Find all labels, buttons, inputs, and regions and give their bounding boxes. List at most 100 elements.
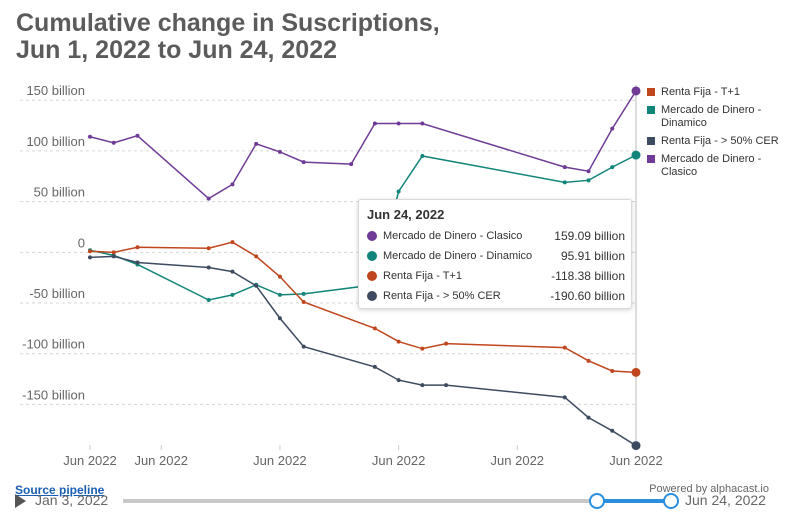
data-point — [230, 269, 235, 274]
tooltip-row: Renta Fija - T+1 -118.38 billion — [359, 266, 631, 286]
data-point — [586, 358, 591, 363]
chart-title: Cumulative change in Suscriptions, Jun 1… — [16, 9, 440, 64]
chart-svg: 150 billion 100 billion 50 billion 0 -50 bil… — [20, 83, 663, 468]
x-tick-label: Jun 2022 — [253, 453, 307, 468]
data-point — [396, 378, 401, 383]
tooltip-value: -190.60 billion — [550, 289, 625, 303]
timeline-slider[interactable]: Jan 3, 2022 Jun 24, 2022 — [15, 490, 785, 512]
data-point-highlight — [631, 150, 641, 160]
y-tick-label: -100 billion — [22, 337, 85, 352]
data-point — [254, 254, 259, 259]
tooltip-row: Mercado de Dinero - Clasico 159.09 billi… — [359, 226, 631, 246]
y-tick-label: 50 billion — [34, 185, 85, 200]
legend-swatch — [647, 137, 655, 145]
data-point — [372, 326, 377, 331]
tooltip-date: Jun 24, 2022 — [367, 207, 445, 222]
timeline-end-label: Jun 24, 2022 — [685, 492, 766, 508]
timeline-start-handle[interactable] — [589, 493, 605, 509]
data-point — [301, 344, 306, 349]
x-tick-label: Jun 2022 — [372, 453, 426, 468]
data-point — [610, 368, 615, 373]
legend: Renta Fija - T+1 Mercado de Dinero - Din… — [647, 86, 787, 184]
data-point — [562, 345, 567, 350]
data-point — [230, 240, 235, 245]
timeline-selected-range — [597, 499, 671, 503]
data-point — [586, 415, 591, 420]
data-point — [301, 291, 306, 296]
data-point — [586, 169, 591, 174]
legend-label: Renta Fija - T+1 — [661, 86, 740, 98]
legend-swatch — [647, 88, 655, 96]
legend-label: Mercado de Dinero - Clasico — [661, 153, 762, 178]
source-pipeline-link[interactable]: Source pipeline — [15, 483, 105, 497]
y-tick-label: -50 billion — [29, 286, 85, 301]
data-point — [230, 182, 235, 187]
data-point — [610, 428, 615, 433]
tooltip-dot — [367, 271, 377, 281]
legend-item-renta-fija-t1[interactable]: Renta Fija - T+1 — [647, 86, 787, 99]
data-point — [610, 165, 615, 170]
timeline-track[interactable] — [123, 499, 671, 503]
tooltip-value: -118.38 billion — [551, 269, 625, 283]
data-point — [88, 134, 92, 139]
data-point — [206, 246, 211, 251]
data-point — [301, 300, 306, 305]
tooltip-dot — [367, 231, 377, 241]
data-point-highlight — [631, 367, 641, 377]
data-point — [586, 178, 591, 183]
tooltip-series-name: Renta Fija - > 50% CER — [383, 290, 501, 302]
data-point — [444, 341, 449, 346]
data-point — [420, 346, 425, 351]
series-line — [89, 90, 637, 200]
data-point — [277, 292, 282, 297]
data-point — [254, 283, 259, 288]
data-point-highlight — [631, 86, 641, 96]
data-point — [277, 149, 282, 154]
tooltip-value: 159.09 billion — [554, 229, 625, 243]
y-tick-label: 150 billion — [26, 83, 85, 98]
data-point — [111, 250, 116, 255]
data-point — [372, 121, 377, 126]
y-tick-label: 0 — [78, 235, 85, 250]
data-point — [301, 160, 306, 165]
data-point — [88, 249, 92, 254]
data-point — [88, 255, 92, 260]
x-tick-label: Jun 2022 — [491, 453, 545, 468]
data-point — [230, 292, 235, 297]
series-line — [89, 241, 637, 374]
series-line — [89, 255, 637, 447]
data-point — [135, 260, 140, 265]
tooltip-series-name: Mercado de Dinero - Clasico — [383, 230, 523, 242]
data-point — [135, 133, 140, 138]
data-point — [254, 141, 259, 146]
x-tick-label: Jun 2022 — [63, 453, 117, 468]
data-point — [396, 121, 401, 126]
data-point — [396, 189, 401, 194]
data-point — [420, 383, 425, 388]
data-point — [277, 316, 282, 321]
tooltip-dot — [367, 251, 377, 261]
y-tick-label: -150 billion — [22, 387, 85, 402]
data-point — [562, 180, 567, 185]
data-point — [206, 196, 211, 201]
timeline-start-label: Jan 3, 2022 — [35, 492, 109, 508]
tooltip-series-name: Mercado de Dinero - Dinamico — [383, 250, 533, 262]
x-tick-label: Jun 2022 — [609, 453, 663, 468]
data-point — [562, 395, 567, 400]
data-point-highlight — [631, 441, 641, 451]
x-tick-label: Jun 2022 — [134, 453, 188, 468]
data-point — [562, 165, 567, 170]
timeline-end-handle[interactable] — [663, 493, 679, 509]
y-tick-label: 100 billion — [26, 134, 85, 149]
legend-item-mercado-clasico[interactable]: Mercado de Dinero - Clasico — [647, 153, 787, 179]
data-point — [444, 383, 449, 388]
data-point — [396, 339, 401, 344]
tooltip-row: Renta Fija - > 50% CER -190.60 billion — [359, 286, 631, 306]
data-point — [372, 364, 377, 369]
data-point — [610, 126, 615, 131]
legend-item-mercado-dinamico[interactable]: Mercado de Dinero - Dinamico — [647, 104, 787, 130]
tooltip: Jun 24, 2022 Mercado de Dinero - Clasico… — [358, 199, 632, 309]
legend-item-renta-fija-cer[interactable]: Renta Fija - > 50% CER — [647, 135, 787, 148]
data-point — [111, 254, 116, 259]
play-icon[interactable] — [15, 494, 26, 508]
